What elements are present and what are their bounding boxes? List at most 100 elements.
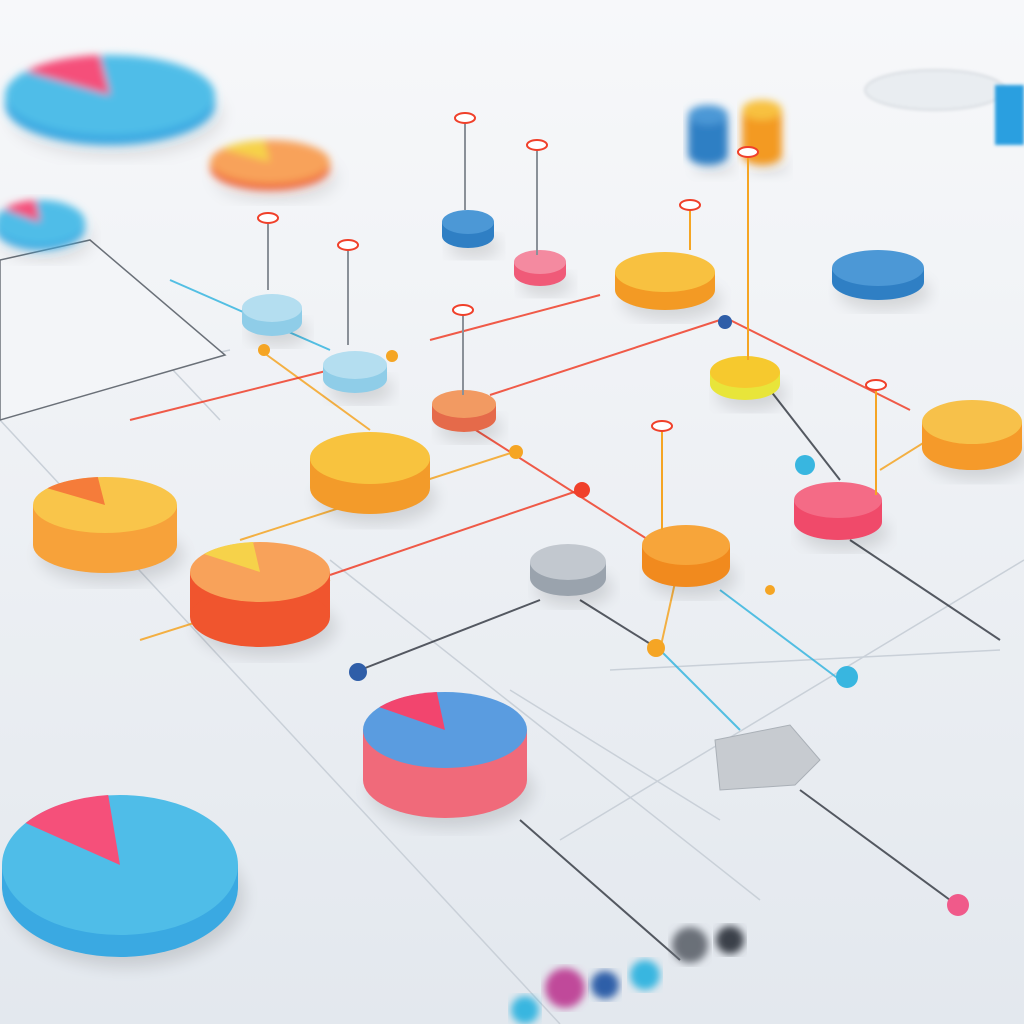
disc-top <box>310 432 430 484</box>
grid-line <box>509 689 721 821</box>
disc-top <box>514 250 566 274</box>
blurred-node <box>545 968 585 1008</box>
connector-line <box>329 489 581 576</box>
grid-line <box>329 559 761 901</box>
connector-line <box>729 319 911 411</box>
disc-top <box>323 351 387 379</box>
chart-disc <box>832 250 930 310</box>
disc-top <box>832 250 924 286</box>
chart-disc <box>615 252 721 320</box>
node-dot <box>509 445 523 459</box>
node-dot <box>647 639 665 657</box>
pin-head <box>651 420 673 432</box>
pin-head <box>865 379 887 391</box>
chart-discs <box>0 55 1024 967</box>
blue-block <box>995 85 1024 145</box>
chart-disc <box>688 105 734 175</box>
disc-top <box>432 390 496 418</box>
node-dot <box>765 585 775 595</box>
chart-disc <box>363 692 533 828</box>
chart-disc <box>190 542 336 657</box>
pin-head <box>737 146 759 158</box>
connector-line <box>519 819 681 961</box>
pin-head <box>526 139 548 151</box>
chart-disc <box>642 525 736 597</box>
chart-disc <box>2 795 244 967</box>
chart-disc <box>442 210 500 258</box>
chart-disc <box>922 400 1024 480</box>
connector-line <box>769 389 841 481</box>
marker-pin <box>454 112 476 210</box>
connector-line <box>719 589 841 681</box>
disc-top <box>442 210 494 234</box>
disc-top <box>642 525 730 565</box>
hexagon-block <box>714 724 821 791</box>
connector-line <box>129 369 331 421</box>
chart-disc <box>210 140 336 200</box>
chart-disc <box>242 294 308 346</box>
connector-line <box>799 789 951 901</box>
node-dot <box>349 663 367 681</box>
ceiling-lamp <box>864 69 1006 111</box>
blurred-node <box>511 996 539 1024</box>
node-dot <box>947 894 969 916</box>
connector-line <box>359 599 541 671</box>
pin-head <box>454 112 476 124</box>
marker-pin <box>737 146 759 360</box>
chart-disc <box>710 356 786 410</box>
marker-pin <box>679 199 701 250</box>
blurred-node <box>630 960 660 990</box>
pie-slice <box>25 795 121 865</box>
chart-disc <box>33 477 183 583</box>
disc-top <box>794 482 882 518</box>
disc-top <box>615 252 715 292</box>
marker-pin <box>865 379 887 495</box>
marker-pin <box>337 239 359 345</box>
node-dot <box>258 344 270 356</box>
connector-line <box>659 649 741 731</box>
disc-bottom <box>688 145 728 165</box>
connector-line <box>849 539 1001 641</box>
blurred-node <box>591 971 619 999</box>
connector-line <box>429 294 601 341</box>
pie-slice <box>379 692 445 730</box>
connector-line <box>459 419 681 561</box>
disc-top <box>688 105 728 125</box>
pin-head <box>452 304 474 316</box>
pie-slice <box>4 200 40 222</box>
pin-head <box>257 212 279 224</box>
marker-pin <box>651 420 673 530</box>
chart-disc <box>5 55 221 155</box>
disc-top <box>710 356 780 388</box>
blurred-node <box>716 926 744 954</box>
chart-disc <box>323 351 393 403</box>
pin-head <box>679 199 701 211</box>
connector-line <box>259 349 371 431</box>
connector-lines <box>129 279 1001 961</box>
marker-pins <box>257 69 1024 1024</box>
disc-top <box>530 544 606 580</box>
node-dot <box>574 482 590 498</box>
pie-slice <box>26 55 110 95</box>
pie-slice <box>222 140 270 162</box>
pie-slice <box>47 477 105 505</box>
chart-disc <box>514 250 572 296</box>
disc-bottom <box>33 517 177 573</box>
marker-pin <box>452 304 474 395</box>
disc-top <box>922 400 1022 444</box>
pie-slice <box>204 542 260 572</box>
chart-disc <box>794 482 888 550</box>
disc-bottom <box>190 587 330 647</box>
pin-head <box>337 239 359 251</box>
disc-top <box>742 100 782 120</box>
node-dot <box>386 350 398 362</box>
marker-pin <box>257 212 279 290</box>
node-dot <box>718 315 732 329</box>
grid-line <box>559 559 1024 841</box>
connector-line <box>489 319 721 396</box>
blurred-node <box>672 927 708 963</box>
node-dot <box>795 455 815 475</box>
chart-disc <box>310 432 436 524</box>
connector-line <box>579 599 661 651</box>
